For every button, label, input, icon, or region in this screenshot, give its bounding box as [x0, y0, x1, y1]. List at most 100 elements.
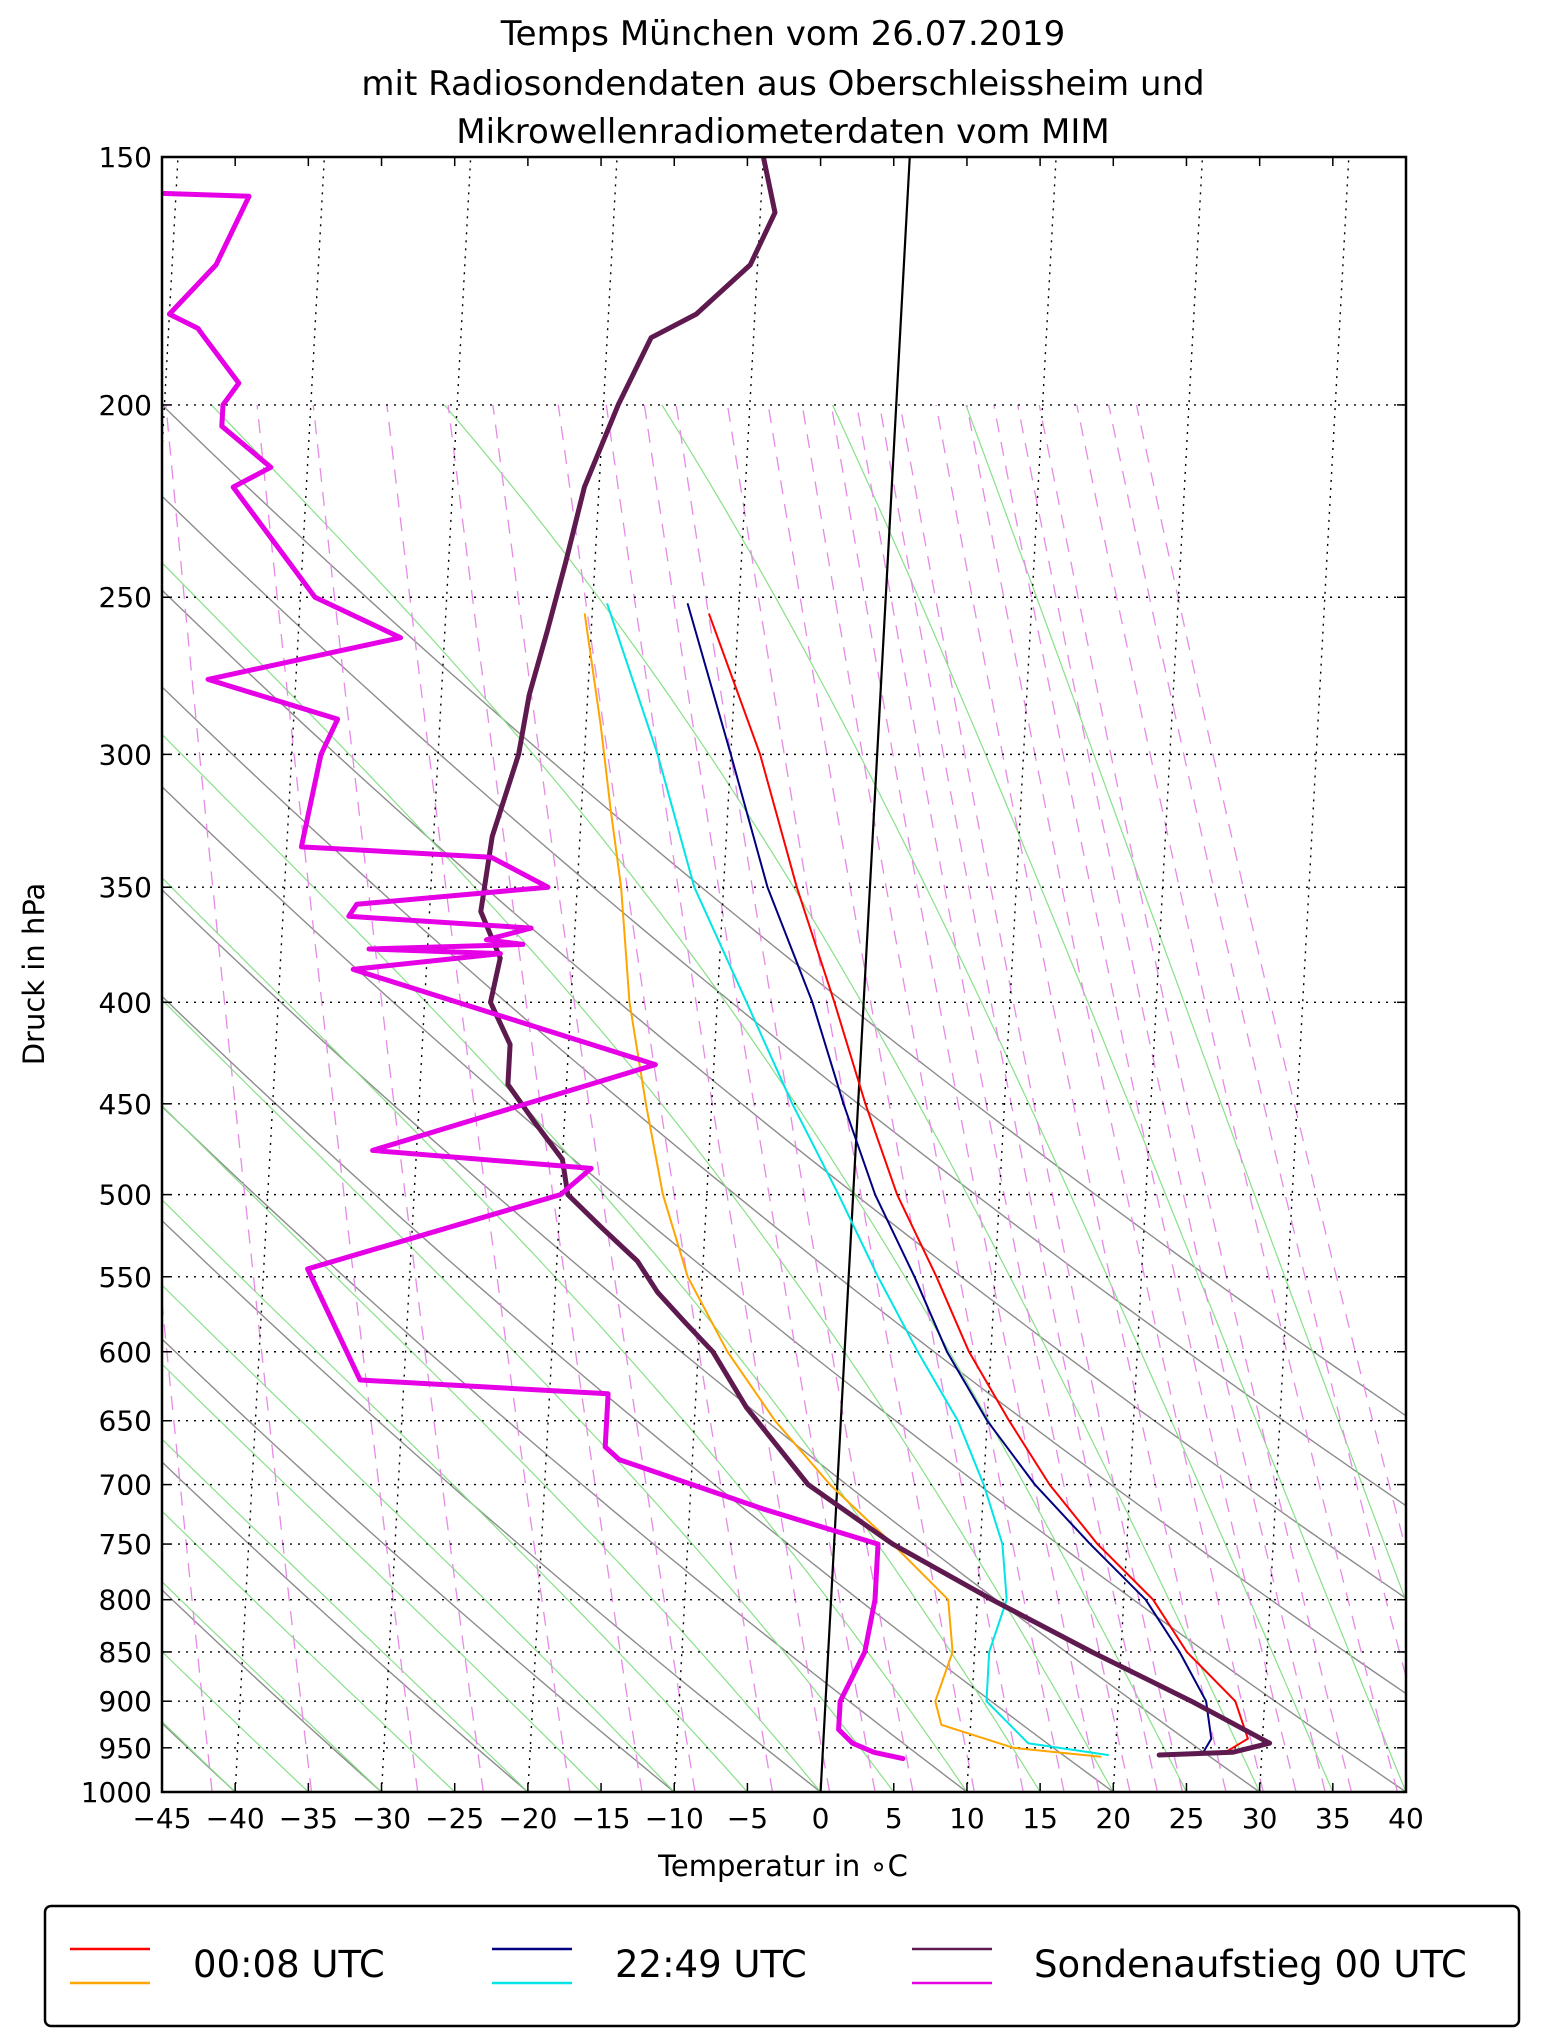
- y-tick-label: 700: [99, 1469, 152, 1502]
- y-tick-label: 400: [99, 986, 152, 1019]
- moist-adiabat-line: [443, 404, 1261, 1792]
- mixing-ratio-line: [643, 404, 876, 1792]
- mixing-ratio-line: [830, 404, 1100, 1792]
- isotherm-grid-line: [673, 157, 765, 1792]
- mixing-ratio-line: [966, 404, 1264, 1792]
- mixing-ratio-line: [1076, 404, 1399, 1792]
- background-lines: [162, 157, 1406, 1792]
- y-tick-label: 750: [99, 1528, 152, 1561]
- mixing-ratio-line: [492, 404, 696, 1792]
- x-tick-label: −15: [572, 1802, 631, 1835]
- y-tick-label: 300: [99, 738, 152, 771]
- legend-label-sonde: Sondenaufstieg 00 UTC: [1034, 1943, 1467, 1986]
- y-tick-label: 600: [99, 1336, 152, 1369]
- mixing-ratio-line: [165, 404, 313, 1792]
- dry-adiabat-line: [162, 995, 1114, 1792]
- isotherm-grid-line: [234, 157, 326, 1792]
- mixing-ratio-line: [899, 404, 1184, 1792]
- moist-adiabat-line: [661, 404, 1334, 1792]
- mixing-ratio-line: [605, 404, 831, 1792]
- series-line-1: [708, 613, 1249, 1754]
- dry-adiabat-line: [162, 1461, 529, 1792]
- series-line-3: [686, 603, 1213, 1754]
- title-line-2: mit Radiosondendaten aus Oberschleisshei…: [361, 64, 1204, 104]
- mixing-ratio-line: [447, 404, 643, 1792]
- x-axis-label: Temperatur in ∘C: [657, 1849, 908, 1883]
- y-tick-label: 650: [99, 1405, 152, 1438]
- y-tick-label: 1000: [81, 1776, 152, 1809]
- dry-adiabat-line: [162, 685, 1406, 1695]
- title-line-3: Mikrowellenradiometerdaten vom MIM: [456, 112, 1109, 152]
- dry-adiabat-line: [162, 1105, 968, 1792]
- legend-label-2249: 22:49 UTC: [615, 1943, 807, 1986]
- isotherm-grid-line: [380, 157, 472, 1792]
- x-tick-label: 15: [1022, 1802, 1058, 1835]
- dry-adiabat-line: [162, 589, 1406, 1600]
- x-tick-label: −25: [425, 1802, 484, 1835]
- mixing-ratio-line: [856, 404, 1131, 1792]
- y-tick-label: 900: [99, 1685, 152, 1718]
- dry-adiabat-line: [162, 888, 1261, 1792]
- y-tick-label: 500: [99, 1179, 152, 1212]
- isotherm-grid-line: [1258, 157, 1350, 1792]
- x-axis: −45 −40 −35 −30 −25 −20 −15 −10 −5 0 5 10 15 20 25 30 35…: [132, 157, 1424, 1835]
- isotherm-grid-line: [966, 157, 1057, 1792]
- moist-adiabat-line: [162, 1438, 529, 1792]
- x-tick-label: 10: [949, 1802, 985, 1835]
- dry-adiabat-line: [162, 495, 1406, 1507]
- y-tick-label: 800: [99, 1584, 152, 1617]
- mixing-ratio-line: [312, 404, 484, 1792]
- title-line-1: Temps München vom 26.07.2019: [500, 14, 1066, 54]
- x-tick-label: −10: [645, 1802, 704, 1835]
- series-line-2: [583, 613, 1102, 1758]
- y-axis-label: Druck in hPa: [17, 883, 51, 1066]
- x-axis-label-unit: ∘C: [869, 1849, 907, 1883]
- x-tick-label: −20: [498, 1802, 557, 1835]
- x-tick-label: 0: [812, 1802, 830, 1835]
- series-line-6: [162, 190, 906, 1762]
- moist-adiabat-line: [162, 1198, 748, 1792]
- moist-adiabat-line: [965, 404, 1406, 1603]
- dry-adiabat-line: [162, 1338, 675, 1792]
- x-tick-label: 35: [1315, 1802, 1351, 1835]
- moist-adiabat-line: [162, 876, 968, 1792]
- moist-adiabat-line: [162, 1284, 675, 1792]
- mixing-ratio-line: [675, 404, 914, 1792]
- x-tick-label: −30: [352, 1802, 411, 1835]
- mixing-ratio-line: [767, 404, 1024, 1792]
- mixing-ratio-line: [935, 404, 1227, 1792]
- x-tick-label: 40: [1388, 1802, 1424, 1835]
- isotherm-grid-line: [527, 157, 618, 1792]
- moist-adiabat-line: [162, 1650, 309, 1792]
- y-tick-label: 950: [99, 1732, 152, 1765]
- moist-adiabat-line: [162, 1363, 602, 1792]
- isotherm-grid-line: [1112, 157, 1204, 1792]
- legend: 00:08 UTC 22:49 UTC Sondenaufstieg 00 UT…: [43, 1904, 1521, 2028]
- legend-box: [43, 1904, 1521, 2028]
- x-tick-label: 30: [1242, 1802, 1278, 1835]
- dry-adiabat-line: [162, 785, 1406, 1792]
- plot-frame: [160, 155, 1408, 1794]
- mixing-ratio-line: [726, 404, 976, 1792]
- mixing-ratio-line: [557, 404, 774, 1792]
- mixing-ratio-line: [1038, 404, 1353, 1792]
- sounding-series: [162, 157, 1273, 1762]
- moist-adiabat-line: [162, 1580, 382, 1792]
- moist-adiabat-line: [162, 733, 1041, 1792]
- mixing-ratio-line: [1017, 404, 1326, 1792]
- dry-adiabat-line: [162, 1219, 822, 1792]
- y-tick-label: 250: [99, 581, 152, 614]
- y-tick-label: 450: [99, 1088, 152, 1121]
- y-tick-label: 850: [99, 1636, 152, 1669]
- y-tick-label: 150: [99, 141, 152, 174]
- zero-isotherm-line: [819, 157, 911, 1792]
- y-tick-label: 200: [99, 389, 152, 422]
- mixing-ratio-line: [1108, 404, 1406, 1680]
- x-tick-label: 20: [1095, 1802, 1131, 1835]
- chart-title: Temps München vom 26.07.2019 mit Radioso…: [361, 14, 1204, 152]
- y-tick-label: 550: [99, 1261, 152, 1294]
- moist-adiabat-line: [162, 1510, 456, 1792]
- y-axis: 150 200 250 300 350 400 450 500 550 600 650 700 750 8…: [81, 141, 1406, 1809]
- x-tick-label: −35: [279, 1802, 338, 1835]
